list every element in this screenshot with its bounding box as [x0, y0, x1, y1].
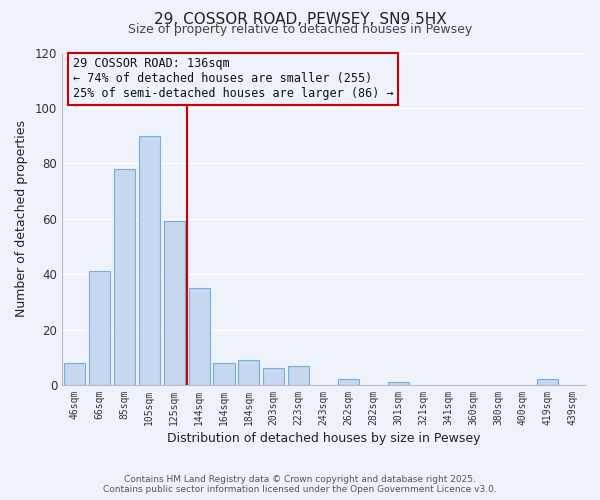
Bar	[238, 360, 259, 385]
Bar	[288, 366, 309, 385]
Bar	[89, 272, 110, 385]
Bar	[114, 169, 135, 385]
Y-axis label: Number of detached properties: Number of detached properties	[15, 120, 28, 317]
X-axis label: Distribution of detached houses by size in Pewsey: Distribution of detached houses by size …	[167, 432, 481, 445]
Bar	[64, 363, 85, 385]
Bar	[263, 368, 284, 385]
Bar	[139, 136, 160, 385]
Bar	[188, 288, 209, 385]
Text: Size of property relative to detached houses in Pewsey: Size of property relative to detached ho…	[128, 22, 472, 36]
Text: Contains HM Land Registry data © Crown copyright and database right 2025.
Contai: Contains HM Land Registry data © Crown c…	[103, 474, 497, 494]
Bar	[214, 363, 235, 385]
Bar	[388, 382, 409, 385]
Bar	[537, 380, 558, 385]
Text: 29, COSSOR ROAD, PEWSEY, SN9 5HX: 29, COSSOR ROAD, PEWSEY, SN9 5HX	[154, 12, 446, 28]
Bar	[338, 380, 359, 385]
Text: 29 COSSOR ROAD: 136sqm
← 74% of detached houses are smaller (255)
25% of semi-de: 29 COSSOR ROAD: 136sqm ← 74% of detached…	[73, 58, 393, 100]
Bar	[164, 222, 185, 385]
